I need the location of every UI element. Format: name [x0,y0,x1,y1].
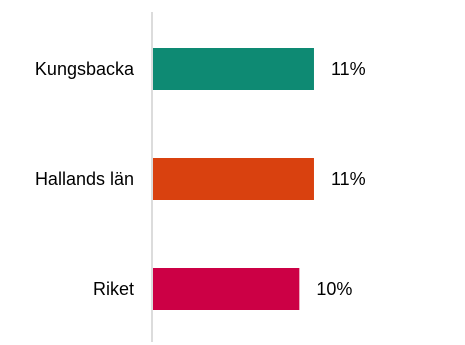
value-label-0: 11% [331,59,366,79]
category-label-2: Riket [93,279,134,299]
bar-1 [153,158,314,200]
bar-2 [153,268,300,310]
category-label-1: Hallands län [35,169,134,189]
value-label-1: 11% [331,169,366,189]
value-label-2: 10% [316,279,352,299]
category-label-0: Kungsbacka [35,59,135,79]
bar-0 [153,48,314,90]
